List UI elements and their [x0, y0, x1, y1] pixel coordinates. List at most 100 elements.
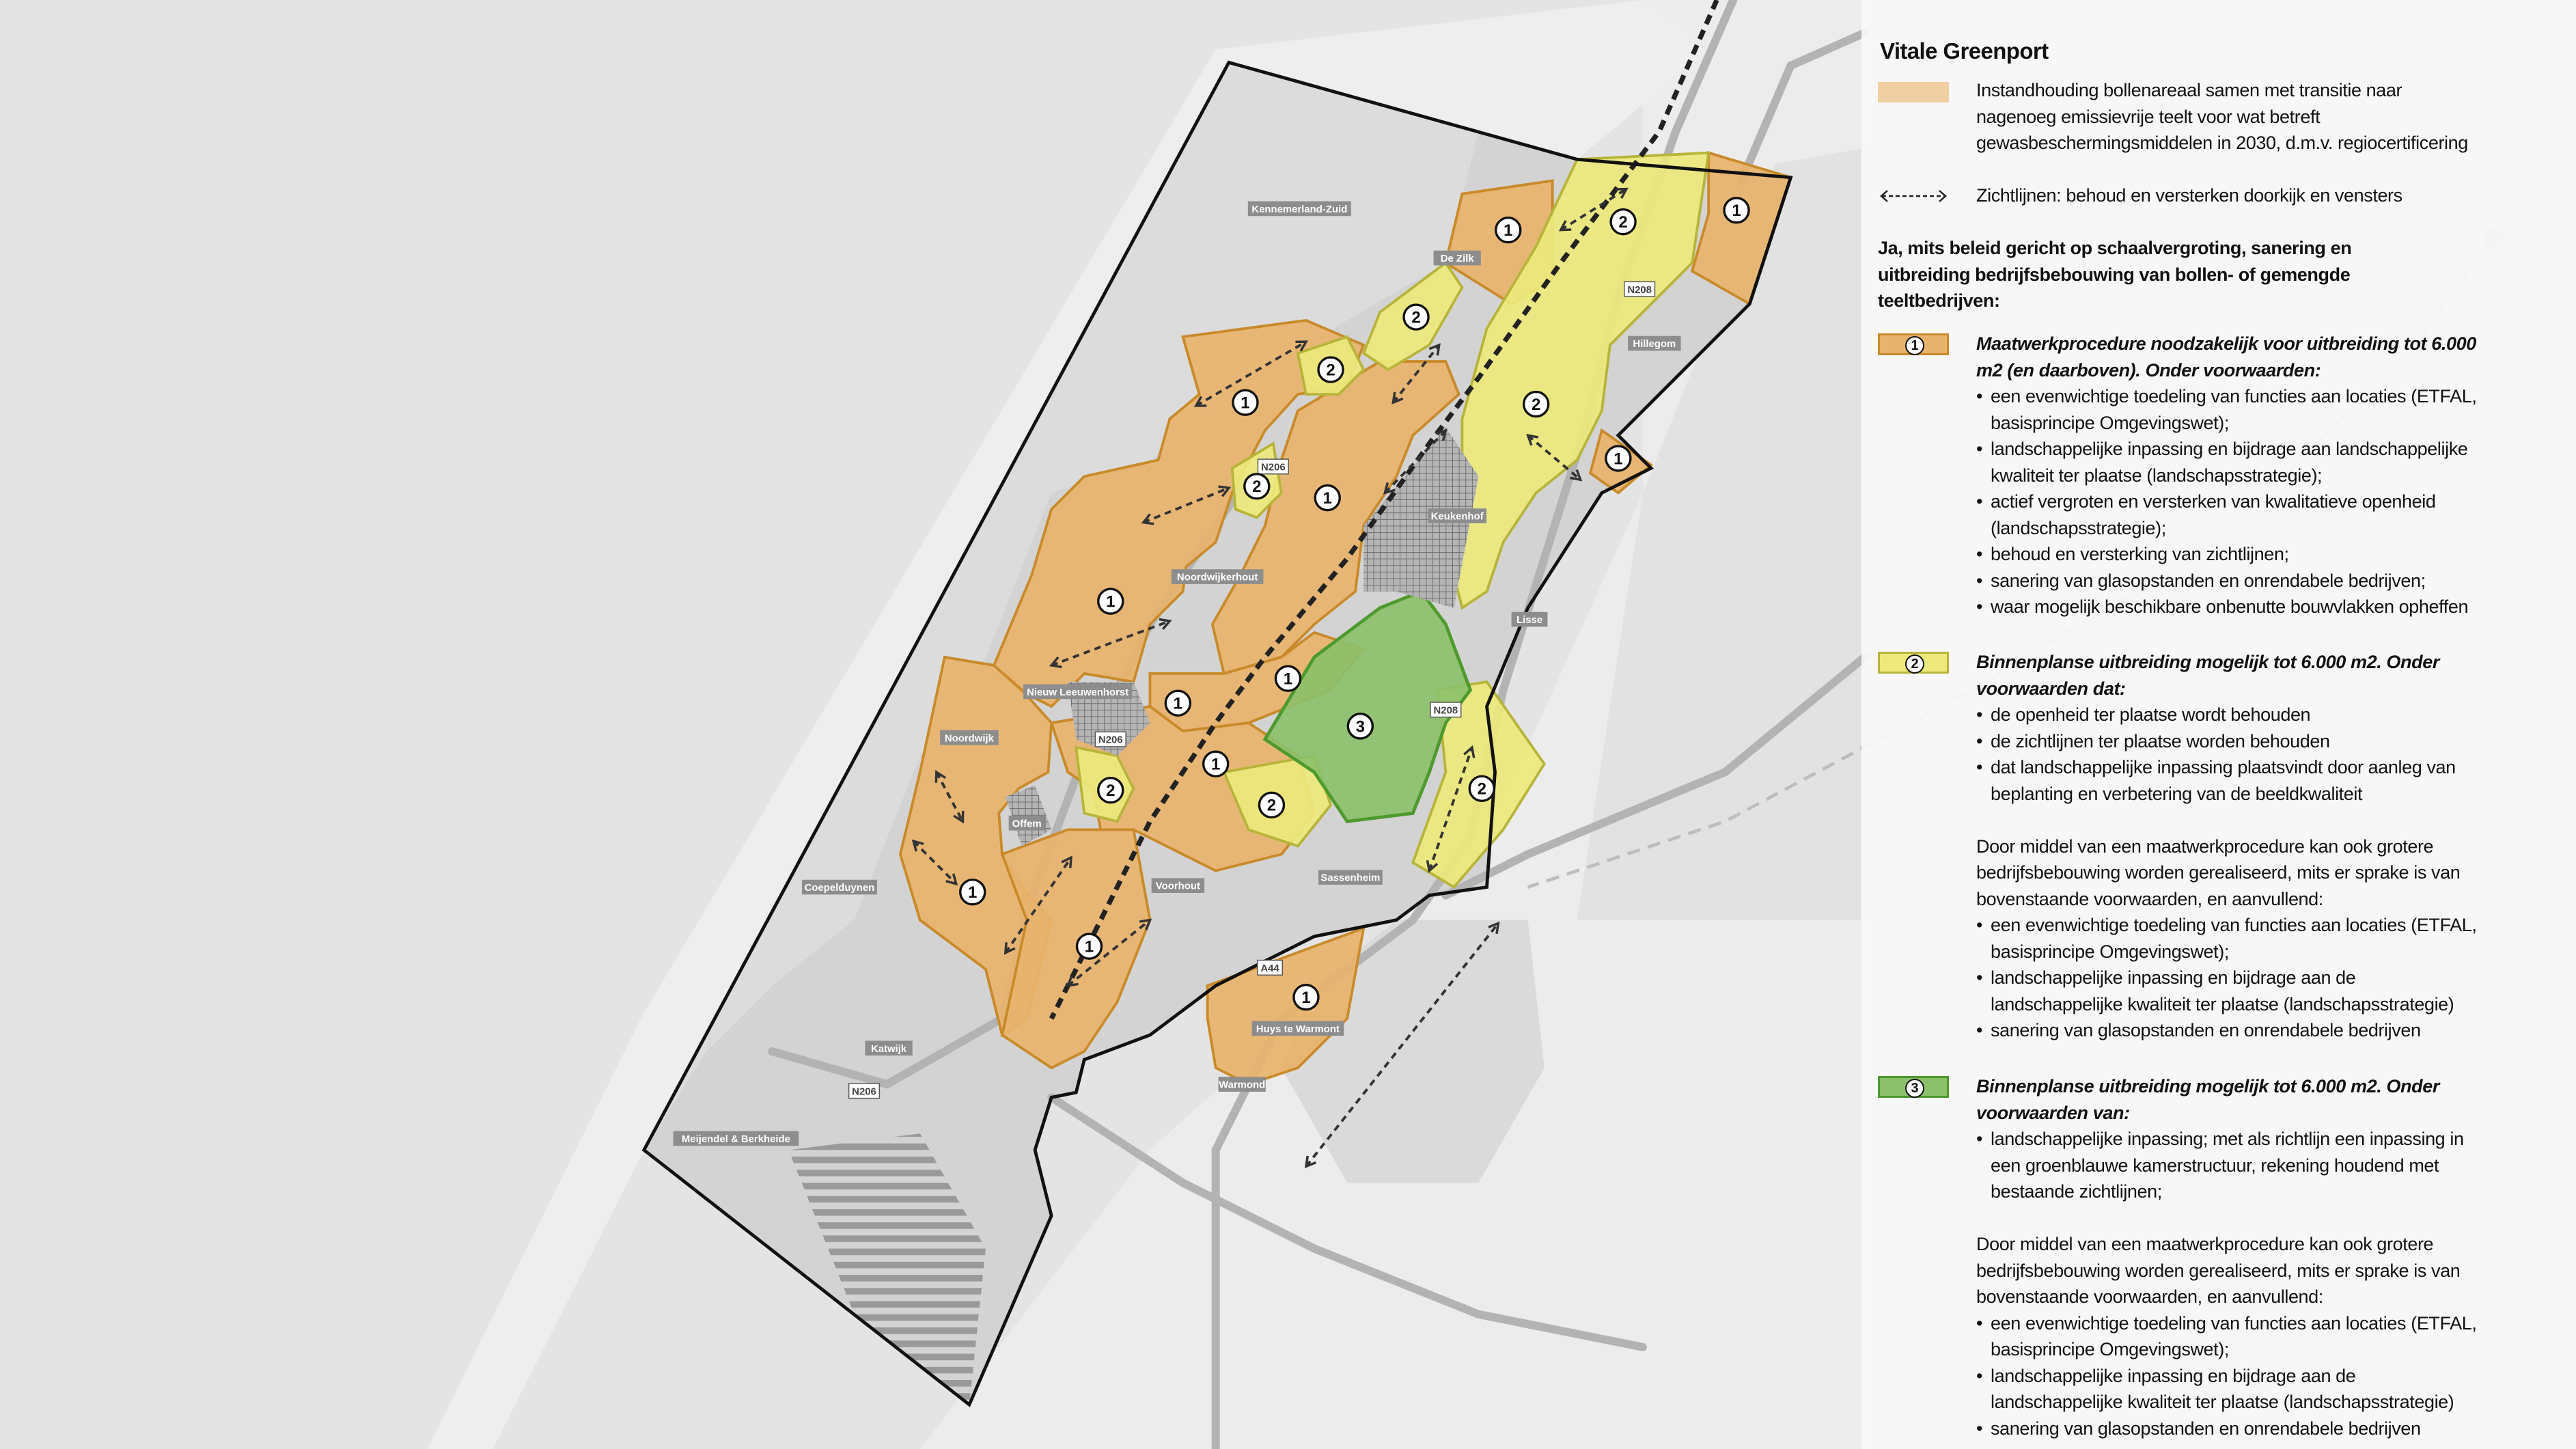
bullet-dot: • [1976, 704, 1983, 725]
text-line: Instandhouding bollenareaal samen met tr… [1976, 80, 2402, 100]
marker-number: 1 [1614, 450, 1622, 468]
legend-bullet: • dat landschappelijke inpassing plaatsvi… [1976, 754, 2476, 807]
marker-number: 1 [1301, 989, 1310, 1007]
swatch-category-3: 3 [1878, 1076, 1949, 1098]
bullet-line: kwaliteit ter plaatse (landschapsstrateg… [1991, 465, 2323, 486]
marker-number: 2 [1618, 213, 1627, 232]
label-text: Noordwijk [945, 733, 995, 744]
zone-marker-2: 2 [1243, 473, 1271, 500]
bullet-dot: • [1976, 1312, 1983, 1334]
legend-bullet: • actief vergroten en versterken van kwal… [1976, 488, 2476, 541]
extra-line: bedrijfsbebouwing worden gerealiseerd, m… [1976, 862, 2461, 883]
label-text: Meijendel & Berkheide [682, 1134, 790, 1145]
bullet-line: sanering van glasopstanden en onrendabel… [1991, 1020, 2421, 1040]
category-title-line: voorwaarden dat: [1976, 678, 2126, 699]
label-text: N208 [1434, 705, 1458, 716]
bullet-line: de zichtlijnen ter plaatse worden behoud… [1991, 730, 2330, 751]
south-stripes [788, 1133, 986, 1405]
label-text: N206 [852, 1086, 876, 1097]
swatch-bollenareaal [1878, 82, 1949, 102]
heading-line: teeltbedrijven: [1878, 290, 2000, 311]
road-label: N206 [848, 1083, 881, 1099]
extra-line: Door middel van een maatwerkprocedure ka… [1976, 1234, 2434, 1254]
place-label: De Zilk [1433, 250, 1481, 266]
bullet-line: landschappelijke kwaliteit ter plaatse (… [1991, 993, 2454, 1015]
sightline-arrow [1304, 921, 1500, 1169]
marker-number: 2 [1532, 396, 1540, 414]
legend-category-1: Maatwerkprocedure noodzakelijk voor uitb… [1976, 331, 2477, 620]
bullet-dot: • [1976, 915, 1983, 935]
label-text: Kennemerland-Zuid [1251, 204, 1347, 215]
legend-bullet: • een evenwichtige toedeling van functies… [1976, 912, 2477, 965]
marker-number: 1 [1323, 489, 1332, 508]
place-label: Katwijk [865, 1040, 913, 1056]
legend-bullet: • landschappelijke inpassing en bijdrage … [1976, 965, 2476, 1017]
bullet-dot: • [1976, 757, 1983, 777]
zone-marker-2: 2 [1468, 775, 1496, 803]
category-number: 2 [1905, 654, 1924, 674]
marker-number: 2 [1326, 361, 1335, 379]
place-label: Keukenhof [1428, 508, 1487, 523]
bullet-line: een groenblauwe kamerstructuur, rekening… [1991, 1155, 2439, 1176]
place-label: Warmond [1218, 1077, 1266, 1092]
bullet-line: landschappelijke inpassing en bijdrage a… [1991, 439, 2468, 459]
keukenhof-built-area [1363, 427, 1479, 608]
category-title-line: Maatwerkprocedure noodzakelijk voor uitb… [1976, 333, 2476, 354]
zone-marker-1: 1 [1097, 588, 1124, 615]
legend-category-3: Binnenplanse uitbreiding mogelijk tot 6.… [1976, 1073, 2477, 1441]
swatch-category-1: 1 [1878, 333, 1949, 355]
extra-line: bovenstaande voorwaarden, en aanvullend: [1976, 1286, 2323, 1307]
zone-marker-1: 1 [1202, 750, 1230, 777]
label-text: Huys te Warmont [1256, 1024, 1340, 1035]
label-text: Offem [1012, 818, 1042, 829]
sightline-arrow [1391, 343, 1441, 404]
legend-bullet: • de openheid ter plaatse wordt behouden [1976, 702, 2476, 728]
bullet-dot: • [1976, 570, 1983, 591]
bullet-line: actief vergroten en versterken van kwali… [1991, 491, 2436, 512]
label-text: Noordwijkerhout [1177, 572, 1258, 583]
bullet-line: basisprincipe Omgevingswet); [1991, 1339, 2229, 1360]
inland-east [919, 0, 1865, 1449]
leeuwenhorst-built-area [1068, 681, 1150, 756]
bullet-line: bestaande zichtlijnen; [1991, 1181, 2162, 1202]
marker-number: 1 [1085, 938, 1094, 956]
label-text: N206 [1261, 462, 1286, 473]
zone-markers: 1 1 1 1 1 1 1 1 1 1 1 1 2 2 2 2 2 2 2 2 3 [959, 197, 1750, 1011]
label-text: De Zilk [1441, 253, 1475, 264]
place-label: Lisse [1511, 611, 1548, 627]
place-label: Hillegom [1628, 335, 1681, 351]
legend-panel [1861, 0, 2576, 1449]
marker-number: 1 [1106, 593, 1115, 611]
zone-marker-1: 1 [1075, 933, 1103, 960]
sightline-arrow [1049, 618, 1172, 669]
legend-bullet: • een evenwichtige toedeling van functies… [1976, 1310, 2477, 1363]
zone-marker-1: 1 [1232, 389, 1259, 416]
marker-number: 1 [1732, 202, 1741, 220]
place-label: Offem [1008, 815, 1045, 831]
extra-line: Door middel van een maatwerkprocedure ka… [1976, 836, 2434, 857]
road-label: A44 [1257, 959, 1284, 976]
legend-zichtlijnen-text: Zichtlijnen: behoud en versterken doorki… [1976, 185, 2402, 206]
legend-bullet: • landschappelijke inpassing en bijdrage … [1976, 1363, 2476, 1416]
zone-marker-1: 1 [1292, 983, 1320, 1011]
place-label: Meijendel & Berkheide [673, 1131, 799, 1146]
sightlines [911, 187, 1629, 1169]
bullet-line: beplanting en verbetering van de beeldkw… [1991, 783, 2363, 804]
legend-bullet: • sanering van glasopstanden en onrendabe… [1976, 1017, 2476, 1044]
zone-marker-3: 3 [1346, 713, 1374, 740]
legend-bullet: • de zichtlijnen ter plaatse worden behou… [1976, 728, 2476, 755]
road-label: N206 [1257, 458, 1289, 475]
text-line: gewasbeschermingsmiddelen in 2030, d.m.v… [1976, 133, 2468, 153]
label-text: Lisse [1516, 615, 1542, 626]
label-text: Warmond [1219, 1080, 1265, 1091]
sightline-arrow [934, 770, 965, 824]
label-text: N206 [1098, 735, 1123, 746]
category-number: 1 [1905, 336, 1924, 355]
zone-marker-2: 2 [1522, 390, 1550, 418]
legend-bullet: • sanering van glasopstanden en onrendabe… [1976, 568, 2476, 594]
bullet-line: sanering van glasopstanden en onrendabel… [1991, 570, 2426, 591]
bullet-dot: • [1976, 596, 1983, 617]
sightline-arrow [1003, 855, 1073, 955]
place-label: Noordwijkerhout [1171, 569, 1264, 584]
road-label: N206 [1094, 731, 1126, 747]
